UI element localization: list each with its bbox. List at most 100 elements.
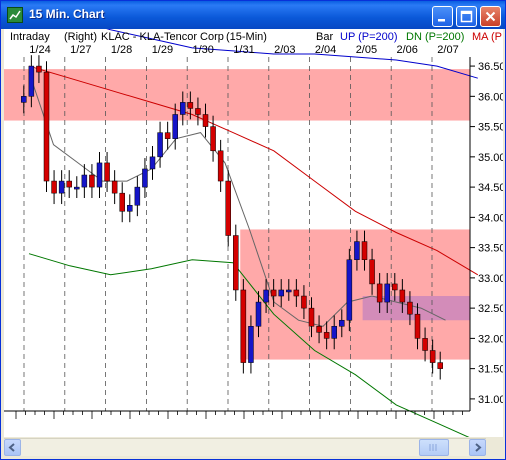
candle-body[interactable] bbox=[331, 326, 337, 339]
interval-label: (15-Min) bbox=[226, 31, 267, 43]
y-tick-label: 34.50 bbox=[478, 182, 503, 194]
candle-body[interactable] bbox=[164, 132, 171, 139]
candle-body[interactable] bbox=[210, 126, 216, 152]
candle-body[interactable] bbox=[233, 235, 239, 291]
candle-body[interactable] bbox=[407, 301, 413, 315]
price-chart[interactable]: Intraday (Right) KLAC - KLA-Tencor Corp … bbox=[4, 5, 506, 442]
x-tick-label: 1/27 bbox=[70, 44, 91, 56]
candle-body[interactable] bbox=[369, 259, 375, 285]
candle-body[interactable] bbox=[104, 162, 110, 182]
x-tick-label: 2/07 bbox=[437, 44, 458, 56]
candle-body[interactable] bbox=[36, 65, 42, 73]
candle-body[interactable] bbox=[354, 241, 360, 260]
dn-band-label: DN (P=200) bbox=[406, 31, 464, 43]
axis-side-label: (Right) bbox=[64, 31, 97, 43]
candle-body[interactable] bbox=[157, 132, 163, 158]
candle-body[interactable] bbox=[111, 180, 118, 194]
candle-body[interactable] bbox=[81, 174, 88, 188]
x-tick-label: 1/24 bbox=[29, 44, 50, 56]
candle-body[interactable] bbox=[361, 241, 368, 260]
candle-body[interactable] bbox=[308, 307, 315, 327]
candle-body[interactable] bbox=[346, 259, 353, 321]
y-tick-label: 36.00 bbox=[478, 91, 503, 103]
scroll-right-button[interactable] bbox=[469, 439, 486, 456]
x-tick-label: 2/06 bbox=[396, 44, 417, 56]
candle-body[interactable] bbox=[142, 168, 148, 188]
candle-body[interactable] bbox=[240, 289, 247, 363]
y-tick-label: 33.00 bbox=[478, 273, 503, 285]
scroll-thumb[interactable] bbox=[419, 439, 449, 456]
x-tick-label: 1/31 bbox=[233, 44, 254, 56]
candle-body[interactable] bbox=[384, 283, 390, 303]
candle-body[interactable] bbox=[172, 114, 178, 139]
candle-body[interactable] bbox=[286, 289, 292, 293]
candle-body[interactable] bbox=[149, 156, 156, 170]
candle-body[interactable] bbox=[414, 313, 421, 339]
candle-body[interactable] bbox=[127, 205, 133, 212]
y-tick-label: 35.00 bbox=[478, 152, 503, 164]
up-band-label: UP (P=200) bbox=[340, 31, 398, 43]
candle-body[interactable] bbox=[399, 289, 406, 303]
candle-body[interactable] bbox=[392, 283, 398, 291]
candle-body[interactable] bbox=[437, 362, 443, 369]
candle-body[interactable] bbox=[225, 180, 231, 236]
y-tick-label: 35.50 bbox=[478, 122, 503, 134]
candle-body[interactable] bbox=[89, 174, 95, 188]
horizontal-scrollbar[interactable] bbox=[4, 438, 486, 456]
candle-body[interactable] bbox=[51, 180, 57, 194]
candle-body[interactable] bbox=[74, 186, 80, 190]
candle-body[interactable] bbox=[43, 71, 50, 182]
candle-body[interactable] bbox=[217, 150, 224, 182]
candle-body[interactable] bbox=[202, 114, 209, 127]
moving-average-line bbox=[28, 65, 479, 276]
scroll-left-button[interactable] bbox=[4, 439, 21, 456]
candle-body[interactable] bbox=[270, 289, 277, 297]
y-tick-label: 34.00 bbox=[478, 212, 503, 224]
resistance-band-1 bbox=[4, 69, 470, 121]
ma-label: MA (P bbox=[472, 31, 502, 43]
window-title: 15 Min. Chart bbox=[29, 7, 105, 21]
candle-body[interactable] bbox=[96, 162, 103, 188]
y-tick-label: 31.00 bbox=[478, 394, 503, 406]
candle-body[interactable] bbox=[316, 326, 322, 333]
x-tick-label: 2/04 bbox=[315, 44, 336, 56]
candle-body[interactable] bbox=[323, 332, 330, 339]
x-tick-label: 1/28 bbox=[111, 44, 132, 56]
candle-body[interactable] bbox=[422, 338, 428, 351]
maximize-button[interactable] bbox=[456, 6, 477, 27]
resize-grip[interactable] bbox=[487, 441, 505, 459]
candle-body[interactable] bbox=[255, 301, 262, 327]
intraday-label: Intraday bbox=[10, 31, 50, 43]
candle-body[interactable] bbox=[66, 180, 72, 188]
candle-body[interactable] bbox=[28, 65, 35, 97]
candle-body[interactable] bbox=[21, 96, 27, 103]
chart-app-icon bbox=[7, 7, 23, 23]
y-tick-label: 33.50 bbox=[478, 243, 503, 255]
close-button[interactable] bbox=[480, 6, 501, 27]
x-tick-label: 1/30 bbox=[192, 44, 213, 56]
candle-body[interactable] bbox=[339, 319, 345, 327]
y-tick-label: 32.50 bbox=[478, 303, 503, 315]
candle-body[interactable] bbox=[134, 186, 141, 206]
candle-body[interactable] bbox=[187, 102, 194, 109]
candle-body[interactable] bbox=[248, 326, 254, 363]
candle-body[interactable] bbox=[195, 108, 201, 115]
lower-band-line bbox=[28, 253, 479, 442]
y-tick-label: 31.50 bbox=[478, 364, 503, 376]
candle-body[interactable] bbox=[293, 289, 300, 297]
minimize-button[interactable] bbox=[432, 6, 453, 27]
candle-body[interactable] bbox=[119, 192, 125, 212]
candle-body[interactable] bbox=[278, 289, 284, 297]
candle-body[interactable] bbox=[58, 180, 65, 194]
candle-body[interactable] bbox=[429, 350, 436, 363]
chart-area[interactable]: Intraday (Right) KLAC - KLA-Tencor Corp … bbox=[4, 5, 506, 442]
title-bar[interactable]: 15 Min. Chart bbox=[1, 1, 505, 29]
candle-body[interactable] bbox=[263, 289, 269, 303]
candle-body[interactable] bbox=[180, 102, 186, 115]
x-tick-label: 1/29 bbox=[152, 44, 173, 56]
candle-body[interactable] bbox=[376, 283, 383, 303]
y-tick-label: 32.00 bbox=[478, 333, 503, 345]
y-tick-label: 36.50 bbox=[478, 61, 503, 73]
candle-body[interactable] bbox=[301, 295, 307, 309]
